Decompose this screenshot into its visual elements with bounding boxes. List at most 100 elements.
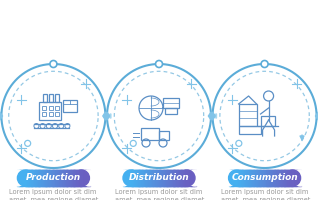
Bar <box>238 104 257 126</box>
Bar <box>146 170 149 186</box>
Bar <box>284 170 287 186</box>
Bar <box>281 170 283 186</box>
Bar <box>68 170 70 186</box>
Bar <box>45 170 47 186</box>
Bar <box>254 170 256 186</box>
Text: Lorem ipsum dolor sit dim
amet, mea regione diamet
principes at. Cum no movi
lor: Lorem ipsum dolor sit dim amet, mea regi… <box>115 189 204 200</box>
Bar <box>243 170 245 186</box>
Bar <box>58 170 59 186</box>
Bar <box>273 170 276 186</box>
Bar <box>181 170 183 186</box>
Bar <box>142 170 144 186</box>
Text: Lorem ipsum dolor sit dim
amet, mea regione diamet
principes at. Cum no movi
lor: Lorem ipsum dolor sit dim amet, mea regi… <box>221 189 310 200</box>
Bar <box>88 170 90 186</box>
Bar <box>135 170 138 186</box>
Bar <box>165 170 167 186</box>
Bar <box>139 170 141 186</box>
Bar <box>248 170 250 186</box>
Bar <box>52 170 54 186</box>
Bar <box>292 170 294 186</box>
Bar <box>162 170 165 186</box>
Bar <box>19 170 22 186</box>
Bar <box>27 170 29 186</box>
Bar <box>252 170 254 186</box>
Bar <box>141 128 159 140</box>
Bar <box>260 170 262 186</box>
Bar <box>158 170 160 186</box>
Bar <box>41 170 43 186</box>
Bar <box>253 170 255 186</box>
Bar <box>295 170 297 186</box>
Bar <box>167 170 169 186</box>
Bar <box>132 170 134 186</box>
Bar <box>261 170 263 186</box>
Bar <box>55 106 59 110</box>
Bar <box>84 170 86 186</box>
Bar <box>191 170 194 186</box>
Bar <box>35 170 38 186</box>
Polygon shape <box>104 112 110 120</box>
Bar <box>67 170 69 186</box>
Bar <box>63 100 77 112</box>
Bar <box>80 170 82 186</box>
Bar <box>266 170 268 186</box>
Bar <box>232 170 234 186</box>
Bar <box>268 170 271 186</box>
Bar <box>193 170 196 186</box>
Bar <box>137 170 139 186</box>
Bar <box>287 170 289 186</box>
Bar <box>159 170 161 186</box>
Bar <box>279 170 280 186</box>
Bar <box>248 170 251 186</box>
Bar <box>46 170 49 186</box>
Bar <box>128 170 131 186</box>
Bar <box>272 170 273 186</box>
Bar <box>61 170 63 186</box>
Bar <box>256 170 258 186</box>
Bar <box>75 170 77 186</box>
Bar <box>141 170 143 186</box>
Bar <box>159 131 169 140</box>
Bar <box>244 170 245 186</box>
Circle shape <box>293 170 308 186</box>
Bar <box>152 170 154 186</box>
Bar <box>48 170 50 186</box>
Circle shape <box>130 140 136 146</box>
Bar <box>28 170 31 186</box>
Bar <box>238 126 260 134</box>
Bar <box>181 170 183 186</box>
Bar <box>176 170 178 186</box>
Bar <box>234 170 236 186</box>
Bar <box>51 170 52 186</box>
Bar <box>131 170 133 186</box>
Bar <box>276 170 278 186</box>
Text: Lorem ipsum dolor sit dim
amet, mea regione diamet
principes at. Cum no movi
lor: Lorem ipsum dolor sit dim amet, mea regi… <box>10 189 99 200</box>
Bar <box>266 170 269 186</box>
Bar <box>132 170 134 186</box>
Text: Distribution: Distribution <box>129 173 189 182</box>
Bar <box>239 170 242 186</box>
Circle shape <box>221 170 237 186</box>
Bar <box>69 170 71 186</box>
Bar <box>299 170 301 186</box>
Bar <box>65 170 66 186</box>
Bar <box>160 170 162 186</box>
Bar <box>59 170 61 186</box>
Bar <box>174 170 176 186</box>
Bar <box>277 170 279 186</box>
Bar <box>279 170 281 186</box>
Bar <box>241 170 244 186</box>
Bar <box>32 170 34 186</box>
Bar <box>41 170 43 186</box>
Bar <box>168 170 170 186</box>
Bar <box>125 170 127 186</box>
Bar <box>183 170 185 186</box>
Bar <box>255 170 257 186</box>
Bar <box>49 112 53 116</box>
Polygon shape <box>210 112 215 120</box>
Bar <box>72 170 74 186</box>
Bar <box>186 170 188 186</box>
Text: Production: Production <box>26 173 81 182</box>
Bar <box>127 170 129 186</box>
Bar <box>77 170 79 186</box>
